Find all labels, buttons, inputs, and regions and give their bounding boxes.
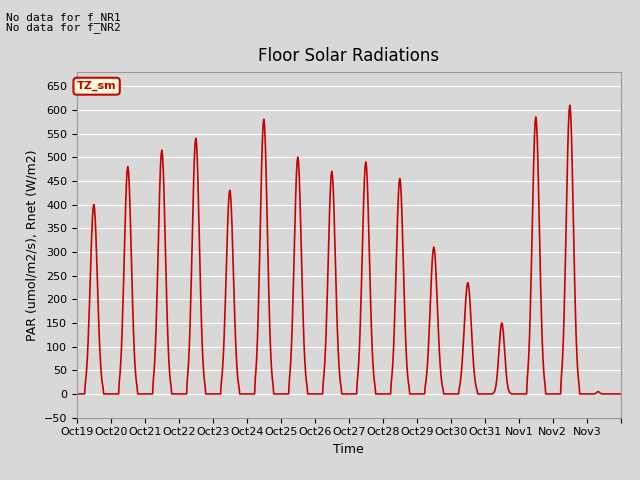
- Title: Floor Solar Radiations: Floor Solar Radiations: [258, 47, 440, 65]
- Y-axis label: PAR (umol/m2/s), Rnet (W/m2): PAR (umol/m2/s), Rnet (W/m2): [25, 149, 38, 340]
- Text: No data for f_NR2: No data for f_NR2: [6, 22, 121, 33]
- Text: No data for f_NR1: No data for f_NR1: [6, 12, 121, 23]
- Text: TZ_sm: TZ_sm: [77, 81, 116, 91]
- X-axis label: Time: Time: [333, 443, 364, 456]
